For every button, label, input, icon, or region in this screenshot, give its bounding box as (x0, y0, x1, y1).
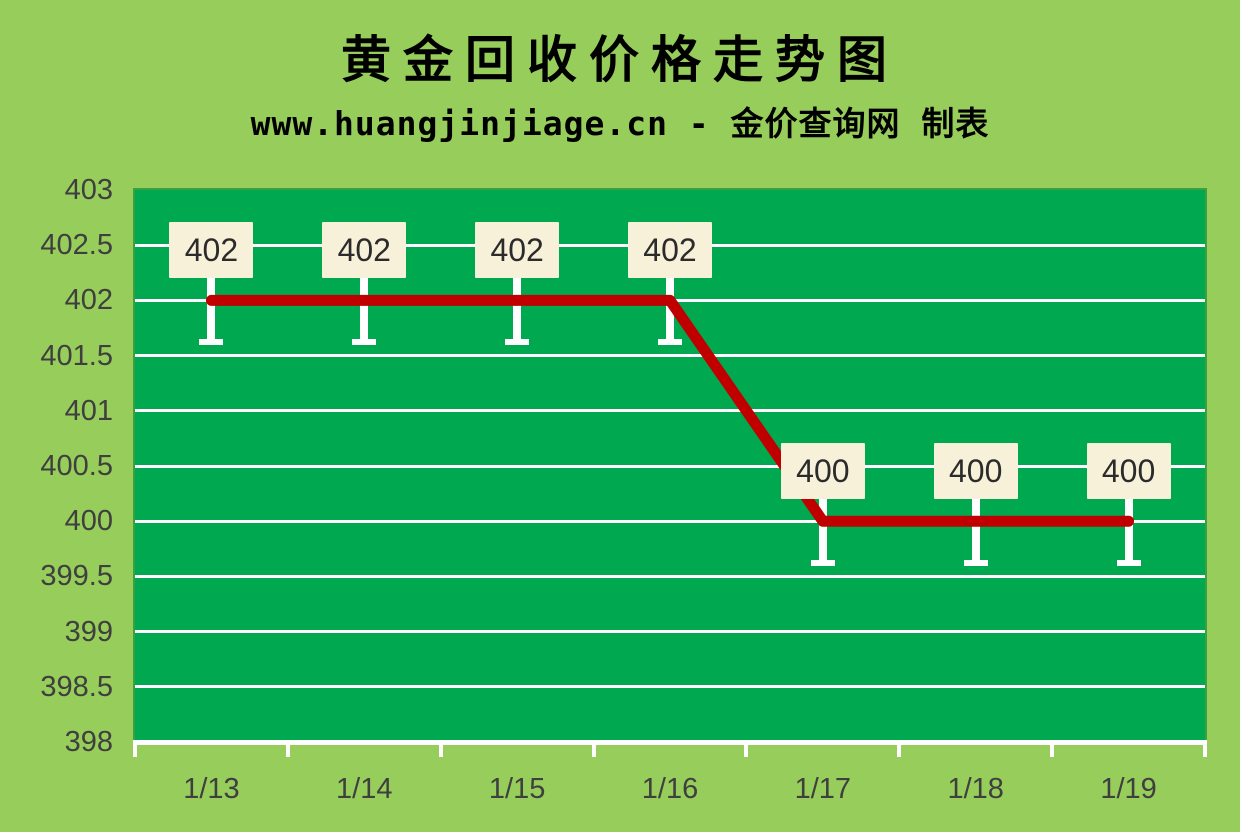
gridline (135, 354, 1205, 358)
x-tick-label: 1/13 (183, 773, 240, 805)
data-label-stem-foot (658, 339, 682, 346)
data-label: 402 (169, 222, 254, 279)
y-tick-label: 402.5 (40, 229, 113, 262)
x-axis-tick (897, 745, 902, 757)
gridline (135, 409, 1205, 413)
gridline (135, 685, 1205, 689)
chart-subtitle: www.huangjinjiage.cn - 金价查询网 制表 (250, 104, 990, 143)
x-axis-tick (438, 745, 443, 757)
x-axis-tick (133, 745, 137, 757)
gridline (135, 574, 1205, 578)
x-tick-label: 1/14 (336, 773, 393, 805)
data-label: 402 (322, 222, 407, 279)
x-axis-tick (285, 745, 290, 757)
x-tick-label: 1/18 (947, 773, 1004, 805)
gridline (135, 630, 1205, 634)
data-label-stem-foot (1116, 560, 1141, 567)
x-axis-tick (591, 745, 596, 757)
x-axis-tick (1050, 745, 1055, 757)
y-tick-label: 399 (64, 615, 113, 648)
data-label-stem (971, 497, 980, 561)
x-tick-label: 1/17 (794, 773, 852, 805)
data-label-stem-foot (810, 560, 835, 567)
data-label-stem-foot (505, 339, 530, 346)
data-label-stem-foot (199, 339, 224, 346)
y-tick-label: 398 (64, 726, 113, 758)
data-label-stem (1124, 497, 1133, 561)
x-tick-label: 1/15 (488, 773, 546, 805)
x-axis-tick (744, 745, 749, 757)
data-label-stem (818, 497, 827, 561)
x-axis-tick (1203, 745, 1207, 757)
data-label-stem (513, 276, 522, 340)
gridline (135, 519, 1205, 523)
data-label: 402 (475, 222, 560, 279)
x-tick-label: 1/16 (641, 773, 699, 805)
y-tick-label: 403 (64, 174, 113, 206)
x-axis-line (133, 740, 1207, 745)
data-label: 400 (933, 443, 1018, 500)
data-label-stem (207, 276, 216, 340)
x-tick-label: 1/19 (1100, 773, 1157, 805)
y-tick-label: 402 (64, 284, 113, 317)
data-label: 400 (1086, 443, 1171, 500)
data-label: 400 (780, 443, 865, 500)
gridline (135, 464, 1205, 468)
y-tick-label: 399.5 (40, 560, 113, 593)
plot-area (135, 190, 1205, 742)
data-label-stem (360, 276, 369, 340)
data-label: 402 (628, 222, 712, 279)
price-line-path (205, 294, 1135, 527)
y-tick-label: 400.5 (40, 450, 113, 482)
y-tick-label: 401 (64, 394, 113, 427)
y-tick-label: 401.5 (40, 339, 113, 372)
y-tick-label: 400 (64, 505, 113, 538)
data-label-stem-foot (352, 339, 377, 346)
chart-title: 黄金回收价格走势图 (341, 30, 899, 89)
y-tick-label: 398.5 (40, 670, 113, 703)
data-label-stem-foot (963, 560, 988, 567)
